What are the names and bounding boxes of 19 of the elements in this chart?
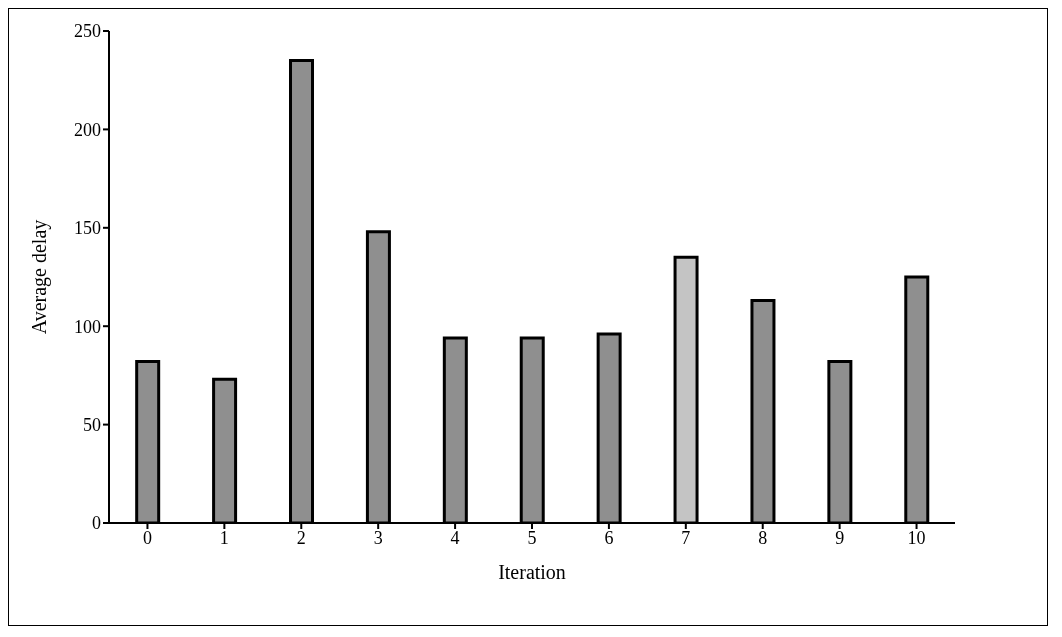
- x-tick-label: 1: [219, 527, 229, 548]
- y-tick-label: 150: [74, 218, 101, 239]
- x-tick-label: 5: [527, 527, 537, 548]
- y-tick-label: 100: [74, 316, 101, 337]
- y-tick-label: 200: [74, 119, 101, 140]
- x-tick-label: 9: [835, 527, 845, 548]
- x-tick-label: 0: [142, 527, 152, 548]
- x-tick-label: 3: [373, 527, 383, 548]
- y-tick-label: 250: [74, 21, 101, 42]
- x-tick-label: 8: [758, 527, 768, 548]
- x-tick-label: 10: [907, 527, 926, 548]
- x-tick-label: 4: [450, 527, 460, 548]
- y-tick-label: 50: [83, 414, 101, 435]
- x-axis-title: Iteration: [498, 561, 566, 583]
- x-tick-label: 2: [296, 527, 306, 548]
- y-axis-title: Average delay: [28, 219, 52, 335]
- x-tick-label: 6: [604, 527, 614, 548]
- x-tick-label: 7: [681, 527, 691, 548]
- y-tick-label: 0: [92, 513, 101, 534]
